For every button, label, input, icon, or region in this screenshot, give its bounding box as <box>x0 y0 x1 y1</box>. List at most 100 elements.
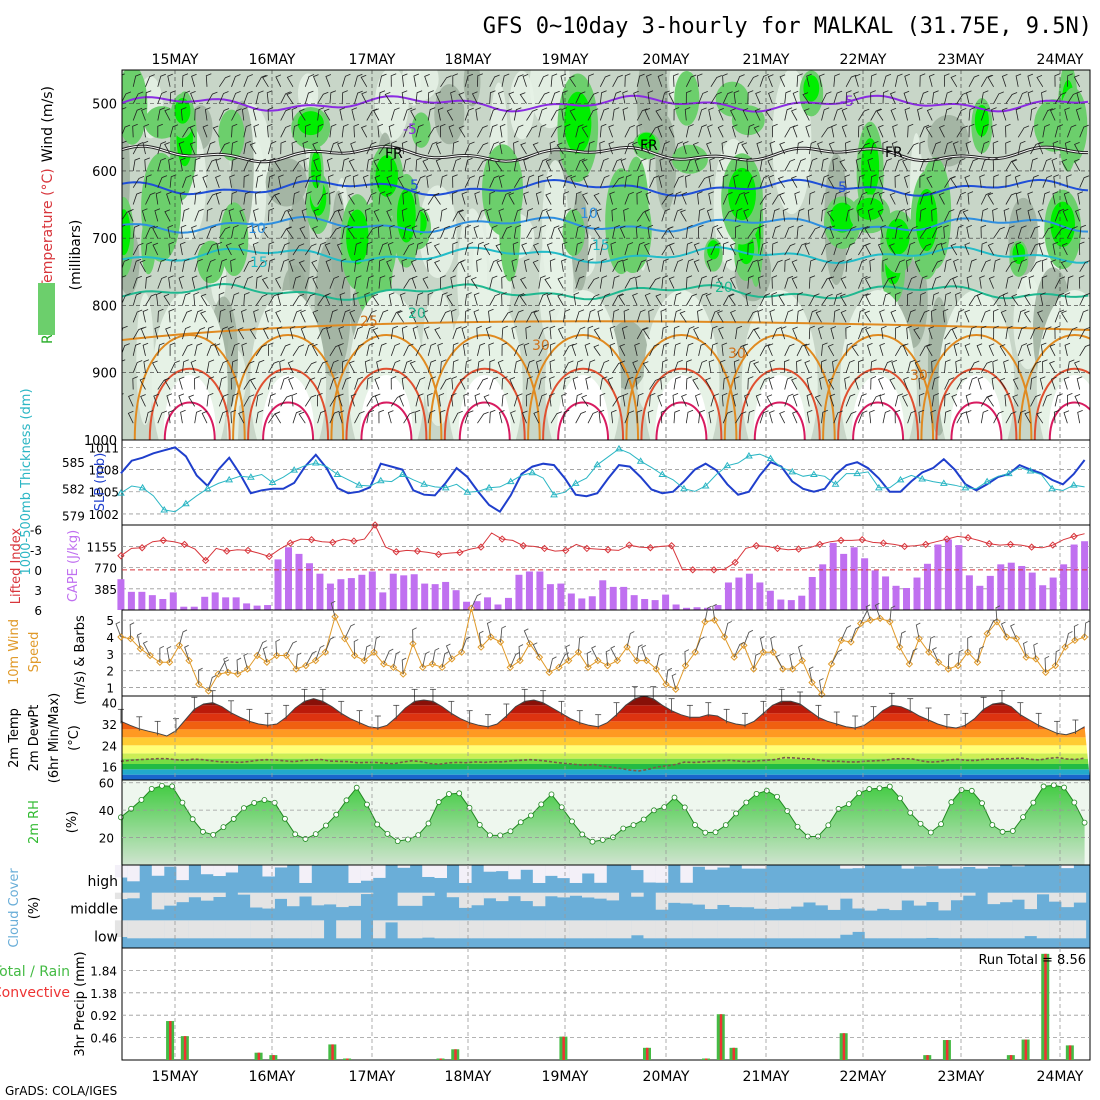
wind-barb <box>919 140 926 155</box>
wind-barb <box>1038 141 1044 155</box>
wind-barb <box>202 175 209 188</box>
wind-barb <box>152 226 159 239</box>
thickness-marker <box>181 499 190 507</box>
wind-barb <box>950 243 958 256</box>
wind-barb <box>339 107 346 121</box>
cape-bar <box>871 570 879 610</box>
wind-barb <box>354 258 362 272</box>
wind-barb <box>132 309 143 323</box>
cloud-clear-block <box>975 920 988 939</box>
wind-barb <box>194 409 202 424</box>
li-marker <box>138 544 146 552</box>
wind-barb <box>757 258 763 272</box>
wind-barb <box>489 141 499 155</box>
wind-barb <box>452 225 461 239</box>
date-label-bottom: 18MAY <box>445 1069 492 1085</box>
wind-barb <box>636 409 643 424</box>
cloud-clear-block <box>323 892 337 905</box>
wind-barb <box>182 359 189 373</box>
cape-bar <box>787 600 795 610</box>
wind-barb <box>410 310 417 323</box>
wind-barb <box>206 359 215 373</box>
cape-bar <box>651 600 659 610</box>
wind-barb <box>706 208 713 222</box>
wind-barb <box>767 343 774 357</box>
wind-barb <box>303 157 310 171</box>
rh-point <box>825 822 832 829</box>
wind-barb <box>313 158 319 172</box>
wind-barb <box>180 107 187 121</box>
wind-barb <box>845 90 852 104</box>
wind-barb <box>833 73 840 87</box>
rh-point <box>876 785 883 792</box>
wind-barb <box>477 125 488 138</box>
wind-barb <box>635 376 641 390</box>
wind-barb <box>599 376 608 390</box>
rh-saturated-patch <box>564 91 592 154</box>
wind-barb <box>821 342 828 356</box>
wind-barb <box>858 259 868 272</box>
wind-barb <box>549 309 555 323</box>
wind-barb <box>557 276 564 289</box>
cloud-clear-block <box>999 920 1013 939</box>
li-marker <box>265 552 273 561</box>
wind-barb <box>228 208 235 222</box>
wind-barb <box>821 293 833 306</box>
wind-barb <box>206 275 212 289</box>
cloud-clear-block <box>213 920 226 939</box>
wind-barb <box>968 376 978 390</box>
wind-barb <box>668 276 675 289</box>
temp-tick-label: 40 <box>102 697 117 711</box>
wind-barb <box>427 342 437 357</box>
cloud-clear-block <box>594 892 607 899</box>
wind-barb <box>612 259 623 272</box>
wind-barb <box>891 359 898 373</box>
wind-barb <box>645 191 652 205</box>
li-marker <box>477 543 485 551</box>
wind-barb <box>550 73 558 87</box>
wind-barb <box>636 174 644 188</box>
wind-barb <box>398 393 405 407</box>
cape-bar <box>745 573 753 610</box>
wind-barb <box>796 208 805 222</box>
wind-barb <box>464 107 474 121</box>
wind-barb <box>218 360 229 373</box>
wind-barb <box>796 224 804 239</box>
wind-barb <box>877 242 884 256</box>
cape-bar <box>567 593 575 610</box>
wind-barb <box>218 258 228 272</box>
wind-barb <box>804 343 810 357</box>
wind-barb <box>277 292 283 306</box>
wind-barb <box>520 142 527 155</box>
wind-barb <box>415 393 424 407</box>
wind-barb <box>413 73 420 87</box>
cloud-clear-block <box>336 920 349 939</box>
wind-barb <box>292 344 305 357</box>
wind-barb <box>132 123 138 138</box>
wind-barb <box>182 309 192 323</box>
wind-barb <box>200 293 208 306</box>
wind-barb <box>255 393 264 407</box>
wind-barb <box>122 73 125 76</box>
wind-barb <box>1074 142 1081 155</box>
cloud-clear-block <box>471 892 484 906</box>
wind-barb <box>292 293 305 306</box>
dewpoint-line <box>120 756 1085 772</box>
wind-barb-10m <box>184 644 190 661</box>
wind-barb <box>557 226 564 239</box>
wind-barb <box>784 309 794 323</box>
wind-barb <box>904 191 911 205</box>
wind-barb <box>575 158 586 172</box>
cloud-clear-block <box>151 920 165 939</box>
wind-speed-marker <box>457 648 466 656</box>
cloud-clear-block <box>373 865 386 878</box>
wind-barb <box>956 191 966 205</box>
wind-barb <box>952 141 959 155</box>
wind-barb <box>178 393 185 407</box>
wind-barb <box>372 327 380 340</box>
cape-bar <box>693 607 701 610</box>
isotherm-label: -5 <box>840 94 854 110</box>
cloud-clear-block <box>938 892 951 911</box>
wind-barb <box>132 258 142 272</box>
cloud-clear-block <box>680 920 693 939</box>
